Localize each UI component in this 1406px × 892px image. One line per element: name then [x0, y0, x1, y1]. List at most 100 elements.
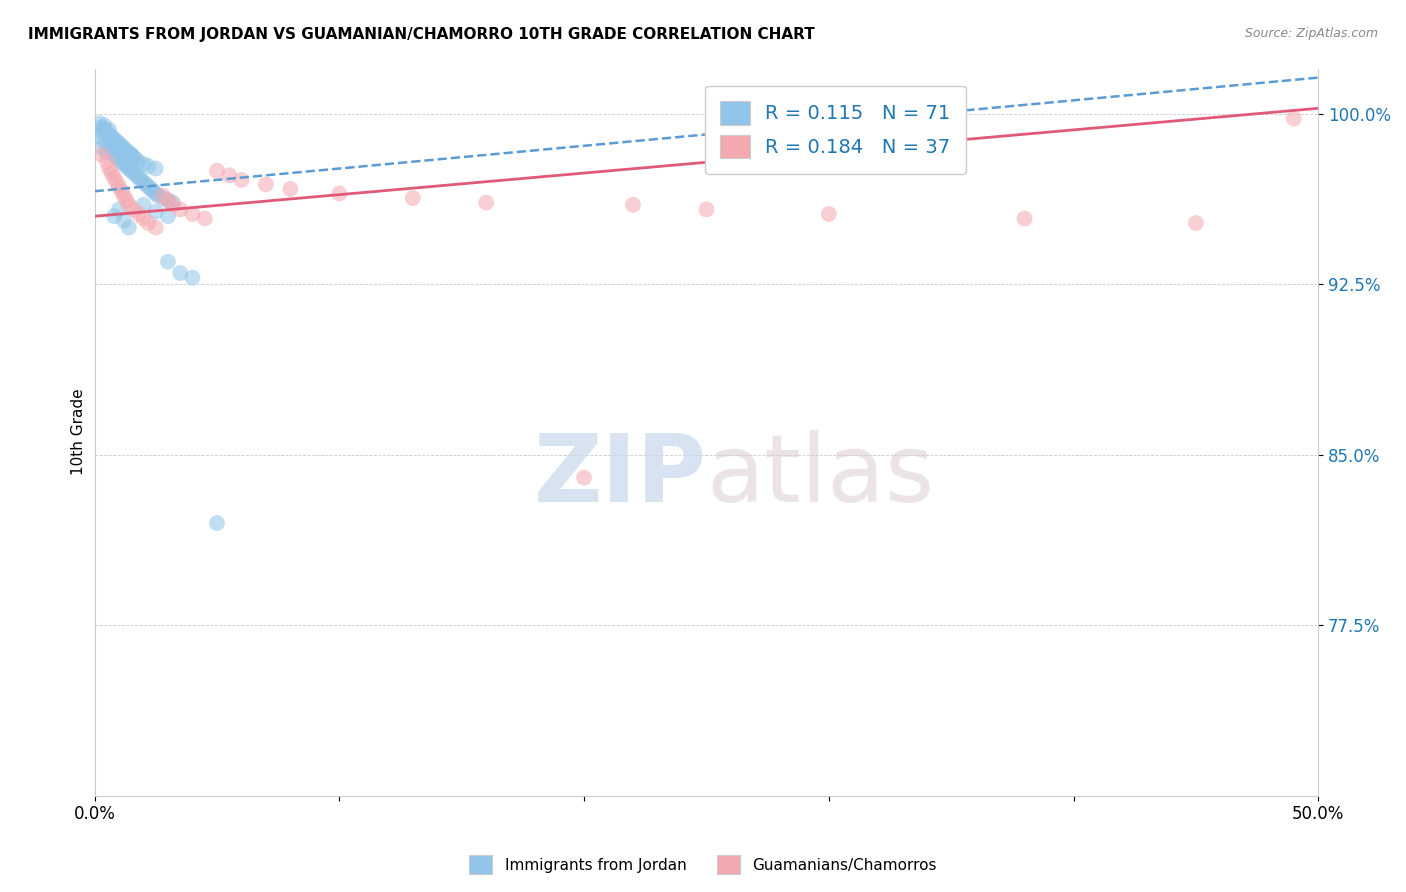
- Point: [205, 516, 228, 530]
- Point: [148, 188, 170, 202]
- Text: Source: ZipAtlas.com: Source: ZipAtlas.com: [1244, 27, 1378, 40]
- Point: [156, 254, 179, 268]
- Point: [125, 153, 148, 167]
- Point: [145, 220, 167, 235]
- Text: IMMIGRANTS FROM JORDAN VS GUAMANIAN/CHAMORRO 10TH GRADE CORRELATION CHART: IMMIGRANTS FROM JORDAN VS GUAMANIAN/CHAM…: [28, 27, 815, 42]
- Point: [572, 470, 595, 484]
- Point: [1282, 112, 1305, 126]
- Point: [105, 150, 128, 164]
- Point: [328, 186, 350, 201]
- Point: [181, 207, 204, 221]
- Point: [100, 166, 122, 180]
- Point: [112, 157, 135, 171]
- Point: [142, 184, 165, 198]
- Point: [98, 138, 121, 153]
- Point: [118, 145, 141, 160]
- Point: [108, 153, 131, 167]
- Point: [103, 148, 125, 162]
- Point: [128, 170, 150, 185]
- Point: [100, 129, 122, 144]
- Point: [162, 195, 184, 210]
- Point: [98, 161, 121, 176]
- Point: [280, 182, 302, 196]
- Point: [118, 161, 141, 176]
- Point: [115, 159, 138, 173]
- Point: [817, 207, 839, 221]
- Point: [93, 119, 115, 133]
- Point: [122, 166, 145, 180]
- Point: [118, 220, 141, 235]
- Point: [132, 175, 155, 189]
- Point: [218, 169, 240, 183]
- Point: [105, 175, 128, 189]
- Y-axis label: 10th Grade: 10th Grade: [72, 389, 86, 475]
- Point: [695, 202, 717, 217]
- Point: [205, 163, 228, 178]
- Point: [90, 120, 112, 135]
- Point: [138, 216, 160, 230]
- Point: [152, 191, 174, 205]
- Point: [112, 188, 135, 202]
- Point: [254, 178, 277, 192]
- Point: [132, 198, 155, 212]
- Point: [194, 211, 217, 226]
- Point: [132, 157, 155, 171]
- Point: [112, 144, 135, 158]
- Point: [128, 154, 150, 169]
- Point: [402, 191, 425, 205]
- Point: [90, 148, 112, 162]
- Point: [93, 123, 115, 137]
- Point: [135, 178, 157, 192]
- Text: atlas: atlas: [706, 430, 935, 522]
- Point: [231, 173, 253, 187]
- Point: [120, 148, 142, 162]
- Point: [112, 214, 135, 228]
- Point: [181, 270, 204, 285]
- Point: [169, 202, 191, 217]
- Point: [108, 136, 131, 151]
- Point: [156, 194, 179, 208]
- Point: [96, 125, 118, 139]
- Point: [103, 132, 125, 146]
- Point: [103, 209, 125, 223]
- Point: [120, 163, 142, 178]
- Point: [93, 134, 115, 148]
- Point: [110, 141, 132, 155]
- Point: [145, 204, 167, 219]
- Point: [132, 211, 155, 226]
- Point: [115, 144, 138, 158]
- Point: [110, 154, 132, 169]
- Point: [138, 159, 160, 173]
- Point: [156, 209, 179, 223]
- Point: [169, 266, 191, 280]
- Point: [115, 194, 138, 208]
- Legend: Immigrants from Jordan, Guamanians/Chamorros: Immigrants from Jordan, Guamanians/Chamo…: [464, 849, 942, 880]
- Point: [90, 125, 112, 139]
- Point: [96, 154, 118, 169]
- Text: ZIP: ZIP: [533, 430, 706, 522]
- Point: [110, 184, 132, 198]
- Point: [475, 195, 498, 210]
- Point: [103, 170, 125, 185]
- Point: [621, 198, 644, 212]
- Point: [145, 161, 167, 176]
- Point: [162, 198, 184, 212]
- Point: [98, 123, 121, 137]
- Point: [145, 186, 167, 201]
- Point: [120, 148, 142, 162]
- Point: [105, 134, 128, 148]
- Point: [156, 194, 179, 208]
- Point: [125, 169, 148, 183]
- Point: [122, 150, 145, 164]
- Point: [138, 179, 160, 194]
- Point: [152, 188, 174, 202]
- Point: [1185, 216, 1208, 230]
- Point: [122, 202, 145, 217]
- Point: [110, 138, 132, 153]
- Point: [89, 116, 111, 130]
- Point: [108, 202, 131, 217]
- Point: [90, 141, 112, 155]
- Point: [118, 198, 141, 212]
- Point: [115, 145, 138, 160]
- Point: [112, 141, 135, 155]
